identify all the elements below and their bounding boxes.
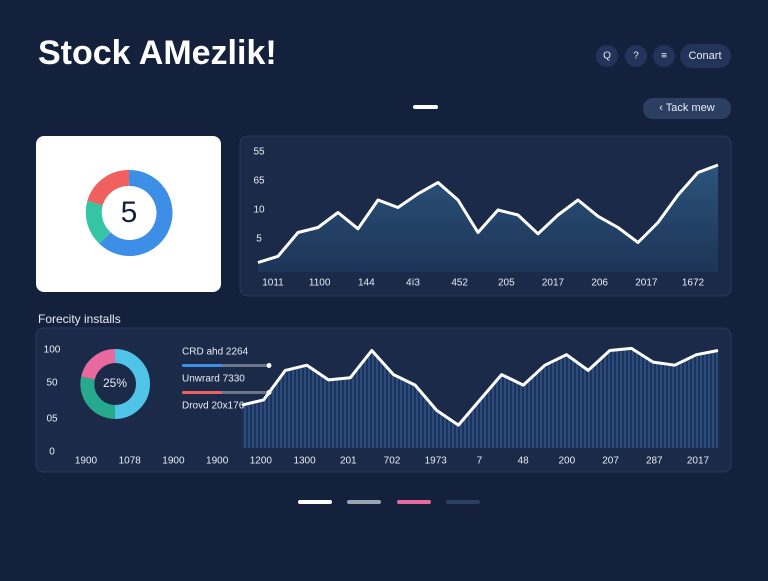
x-tick-label: 1900 xyxy=(75,456,98,467)
x-tick-label: 1011 xyxy=(262,278,284,289)
icon-button[interactable] xyxy=(625,45,647,67)
x-tick-label: 7 xyxy=(477,456,483,467)
icon-label: Q xyxy=(603,51,611,62)
gauge-segment xyxy=(85,200,111,244)
gauge-card xyxy=(36,136,221,292)
back-button[interactable] xyxy=(643,98,731,119)
header-button-label: Conart xyxy=(688,50,721,62)
page-dot[interactable] xyxy=(397,500,431,504)
gauge-segment xyxy=(87,170,130,206)
section-label: Forecity installs xyxy=(38,312,121,326)
x-tick-label: 1100 xyxy=(309,278,331,289)
area xyxy=(242,348,718,448)
donut-segment xyxy=(81,349,116,380)
icon-button[interactable] xyxy=(596,45,618,67)
y-tick-label: 55 xyxy=(253,147,265,158)
legend-bar-fill xyxy=(182,364,222,367)
line xyxy=(257,163,719,264)
legend-label: Drovd 20x176 xyxy=(182,401,245,412)
x-tick-label: 287 xyxy=(646,456,663,467)
donut-label: 25% xyxy=(103,376,127,390)
icon-label: ? xyxy=(633,51,639,62)
x-tick-label: 2017 xyxy=(542,278,565,289)
gauge-value: 5 xyxy=(121,196,138,229)
donut xyxy=(80,349,150,419)
x-tick-label: 4ï3 xyxy=(406,278,420,289)
icon-button[interactable] xyxy=(653,45,675,67)
x-tick-label: 2017 xyxy=(635,278,658,289)
legend-bar-fill xyxy=(182,391,222,394)
divider xyxy=(413,105,438,109)
x-tick-label: 201 xyxy=(340,456,357,467)
y-tick-label: 0 xyxy=(49,447,55,458)
gauge-segment xyxy=(99,169,173,256)
x-tick-label: 1078 xyxy=(119,456,142,467)
legend-dot xyxy=(266,390,272,395)
page-dot[interactable] xyxy=(347,500,381,504)
gauge-ring xyxy=(85,169,173,256)
y-tick-label: 10 xyxy=(253,205,265,216)
y-tick-label: 65 xyxy=(253,176,265,187)
x-tick-label: 200 xyxy=(559,456,576,467)
y-tick-label: 100 xyxy=(44,345,61,356)
x-tick-label: 1672 xyxy=(682,278,705,289)
x-tick-label: 1300 xyxy=(293,456,316,467)
legend-label: Unwrard 7330 xyxy=(182,374,245,385)
area xyxy=(258,165,718,272)
line xyxy=(241,346,719,427)
x-tick-label: 48 xyxy=(518,456,530,467)
y-tick-label: 5 xyxy=(256,234,262,245)
page-dot[interactable] xyxy=(446,500,480,504)
legend-label: CRD ahd 2264 xyxy=(182,347,249,358)
x-tick-label: 205 xyxy=(498,278,515,289)
x-tick-label: 1200 xyxy=(250,456,273,467)
x-tick-label: 702 xyxy=(384,456,401,467)
y-tick-label: 50 xyxy=(46,378,58,389)
x-tick-label: 207 xyxy=(602,456,619,467)
page-dot[interactable] xyxy=(298,500,332,504)
header-button[interactable] xyxy=(680,44,731,68)
back-button-label: ‹ Tack mew xyxy=(659,102,714,114)
x-tick-label: 2017 xyxy=(687,456,710,467)
y-tick-label: 05 xyxy=(46,414,58,425)
x-tick-label: 206 xyxy=(591,278,608,289)
icon-label: ≡ xyxy=(661,51,667,62)
x-tick-label: 1973 xyxy=(425,456,448,467)
x-tick-label: 144 xyxy=(358,278,375,289)
x-tick-label: 1900 xyxy=(162,456,185,467)
x-tick-label: 1900 xyxy=(206,456,229,467)
legend-dot xyxy=(266,363,272,368)
toolbar: Q ? ≡ Conart xyxy=(596,44,731,68)
x-tick-label: 452 xyxy=(451,278,468,289)
donut-segment xyxy=(80,376,116,419)
title: Stock AMezlik! xyxy=(38,34,277,72)
donut-segment xyxy=(114,349,150,419)
